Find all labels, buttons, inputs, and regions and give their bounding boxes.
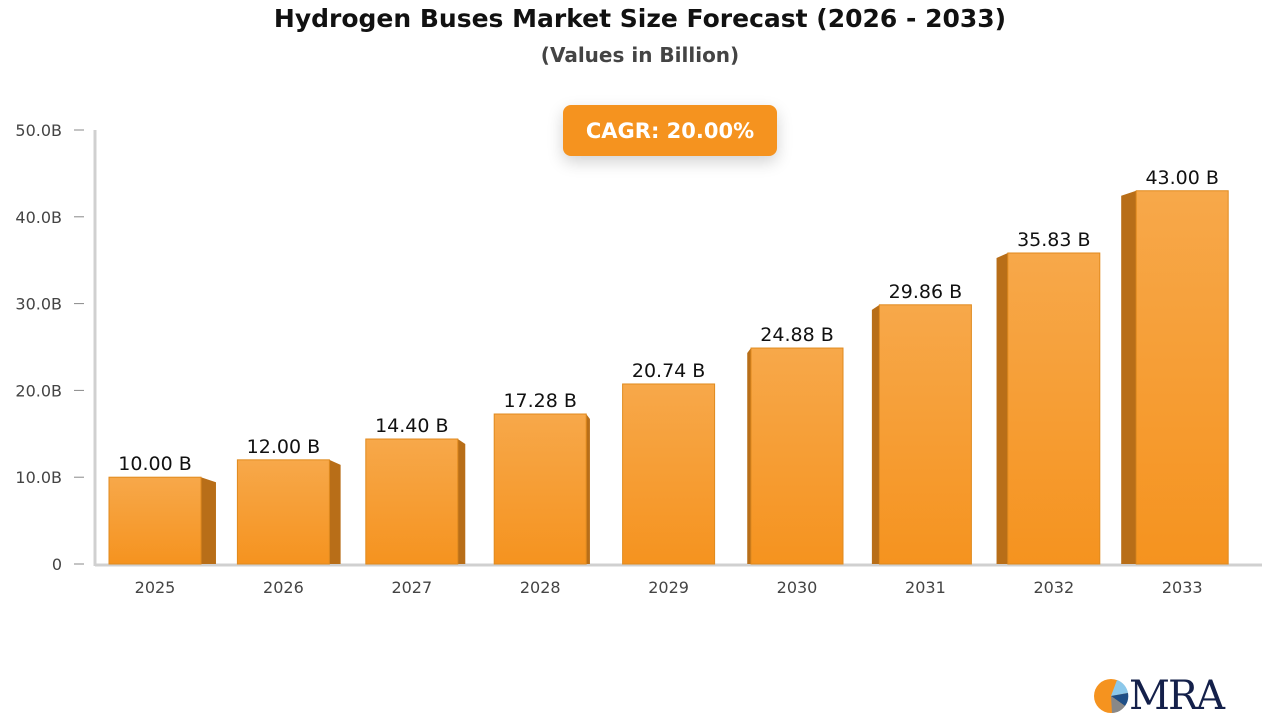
x-tick-label: 2030 [777, 578, 818, 597]
bar-side [457, 439, 466, 564]
x-tick-label: 2029 [648, 578, 689, 597]
bar-side [747, 348, 751, 564]
data-label: 12.00 B [247, 436, 320, 458]
data-label: 35.83 B [1017, 229, 1090, 251]
data-label: 10.00 B [118, 453, 191, 475]
bar [108, 476, 202, 565]
bar [622, 383, 716, 565]
y-tick-label: 20.0B [15, 381, 62, 400]
chart-subtitle: (Values in Billion) [540, 43, 740, 67]
bar [236, 459, 330, 565]
bar-side [201, 477, 216, 564]
x-tick-label: 2028 [520, 578, 561, 597]
bar-side [1121, 190, 1137, 564]
logo-text: MRA [1129, 673, 1225, 719]
mra-logo: MRA [1093, 673, 1225, 719]
data-label: 29.86 B [889, 281, 962, 303]
x-tick-label: 2033 [1162, 578, 1203, 597]
bar [493, 413, 587, 565]
data-label: 43.00 B [1145, 167, 1218, 189]
pie-logo-icon [1094, 679, 1129, 713]
y-tick-label: 10.0B [15, 468, 62, 487]
x-tick-label: 2027 [391, 578, 432, 597]
y-tick-label: 40.0B [15, 208, 62, 227]
bar [365, 438, 459, 565]
y-tick-label: 50.0B [15, 121, 62, 140]
bar [1007, 252, 1101, 565]
bar-side [329, 459, 341, 564]
bar [1135, 190, 1229, 565]
data-label: 20.74 B [632, 360, 705, 382]
x-tick-label: 2025 [135, 578, 176, 597]
bar-side [996, 252, 1008, 564]
bar-side [871, 304, 880, 564]
data-label: 14.40 B [375, 415, 448, 437]
y-tick-label: 0 [52, 555, 62, 574]
x-tick-label: 2031 [905, 578, 946, 597]
x-tick-label: 2032 [1033, 578, 1074, 597]
data-label: 24.88 B [760, 324, 833, 346]
bar [750, 347, 844, 565]
chart-title: Hydrogen Buses Market Size Forecast (202… [273, 4, 1007, 33]
data-label: 17.28 B [503, 390, 576, 412]
cagr-badge: CAGR: 20.00% [563, 105, 777, 156]
y-tick-label: 30.0B [15, 295, 62, 314]
x-tick-label: 2026 [263, 578, 304, 597]
bar-side [586, 414, 590, 564]
bar [878, 304, 972, 565]
